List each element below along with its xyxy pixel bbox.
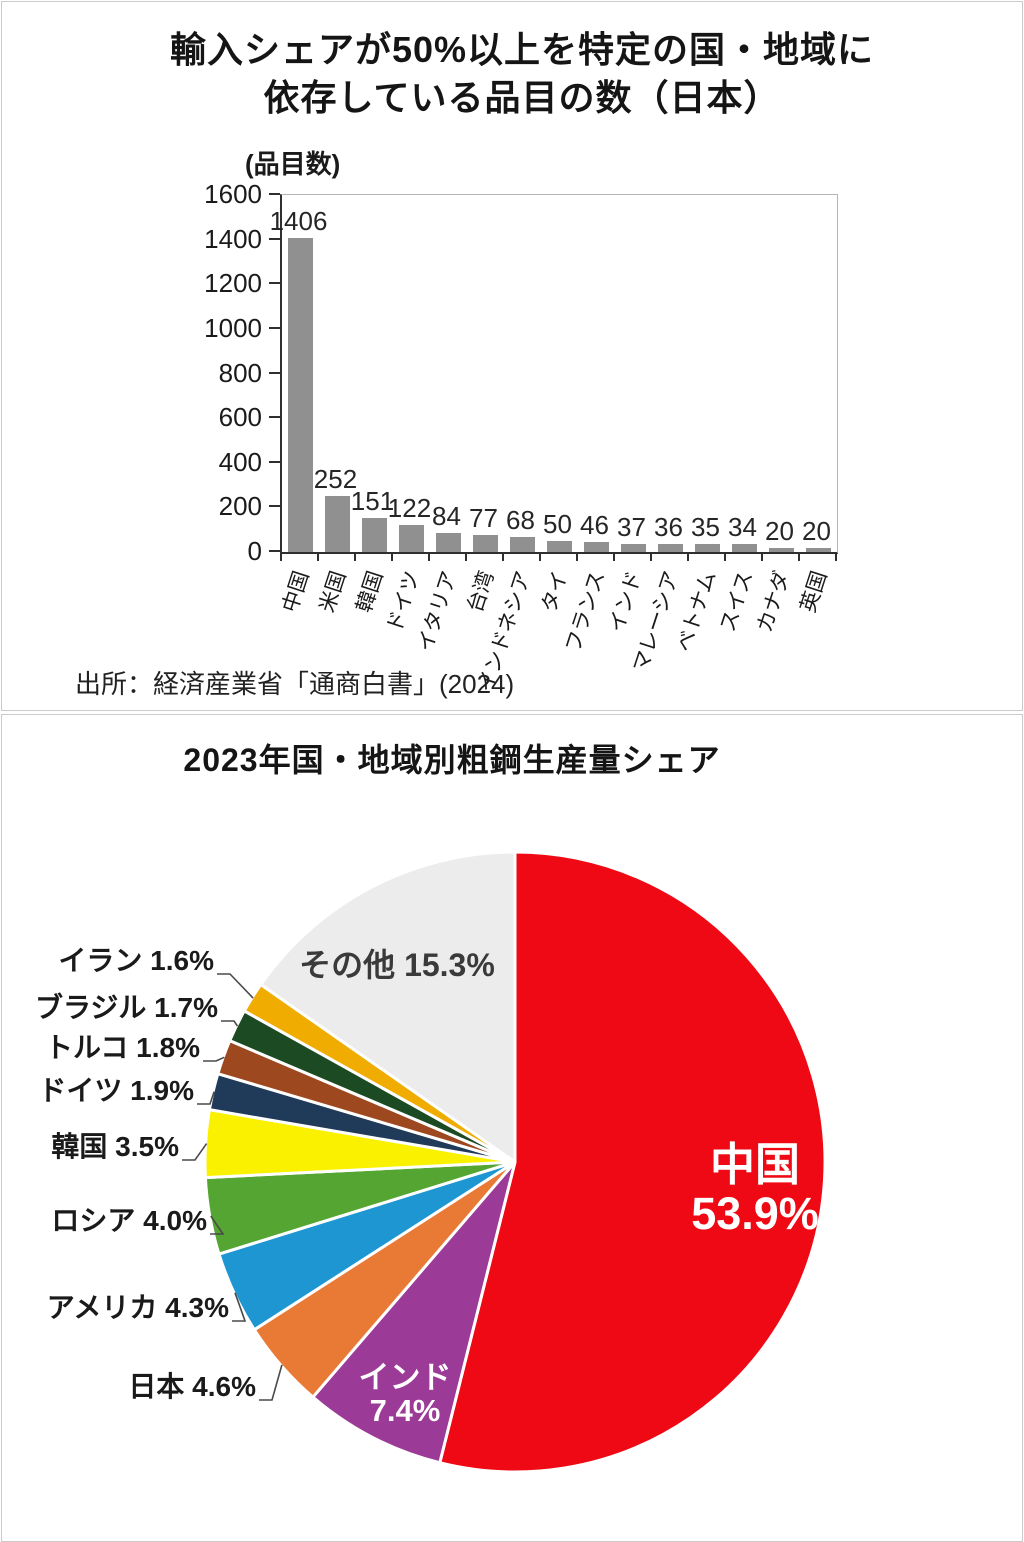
y-axis-tick bbox=[269, 326, 280, 329]
x-axis-tick bbox=[613, 553, 615, 561]
pie-label-ロシア: ロシア 4.0% bbox=[51, 1205, 207, 1236]
bar-タイ bbox=[547, 540, 572, 552]
x-axis-tick bbox=[502, 553, 504, 561]
y-axis-tick bbox=[269, 282, 280, 285]
pie-label-中国-percent: 53.9% bbox=[691, 1187, 819, 1239]
pie-slice-インド bbox=[311, 1160, 517, 1465]
x-axis-tick bbox=[391, 553, 393, 561]
pie-label-その他: その他 15.3% bbox=[299, 946, 495, 983]
x-axis-tick bbox=[835, 553, 837, 561]
leader-line-アメリカ bbox=[232, 1292, 247, 1322]
bar-米国 bbox=[325, 495, 350, 552]
pie-label-インド-percent: 7.4% bbox=[369, 1393, 441, 1429]
y-axis-tick-label: 1200 bbox=[204, 268, 262, 299]
y-axis-tick-label: 1000 bbox=[204, 312, 262, 343]
bar-chart-plot-area bbox=[280, 194, 838, 554]
bar-スイス bbox=[732, 544, 757, 552]
leader-line-トルコ bbox=[203, 1056, 225, 1062]
pie-label-日本: 日本 4.6% bbox=[128, 1371, 256, 1402]
y-axis-tick-label: 600 bbox=[218, 402, 262, 433]
y-axis-tick bbox=[269, 193, 280, 195]
x-axis-tick bbox=[650, 553, 652, 561]
bar-英国 bbox=[806, 547, 831, 552]
x-axis-tick bbox=[687, 553, 689, 561]
x-axis-tick bbox=[317, 553, 319, 561]
leader-line-ロシア bbox=[210, 1215, 225, 1235]
bar-chart-title-line1: 輸入シェアが50%以上を特定の国・地域に bbox=[169, 29, 875, 70]
bar-イタリア bbox=[436, 533, 461, 552]
bar-中国 bbox=[288, 238, 313, 552]
leader-line-日本 bbox=[259, 1364, 283, 1401]
x-axis-tick bbox=[354, 553, 356, 561]
x-axis-tick bbox=[576, 553, 578, 561]
y-axis-tick-label: 200 bbox=[218, 491, 262, 522]
pie-label-中国: 中国 bbox=[709, 1138, 800, 1190]
bar-chart-title: 輸入シェアが50%以上を特定の国・地域に 依存している品目の数（日本） bbox=[22, 26, 1022, 122]
x-axis-tick bbox=[724, 553, 726, 561]
y-axis-tick bbox=[269, 505, 280, 508]
bar-韓国 bbox=[362, 518, 387, 552]
x-axis-tick bbox=[465, 553, 467, 561]
pie-label-ドイツ: ドイツ 1.9% bbox=[38, 1075, 194, 1106]
y-axis-tick bbox=[269, 416, 280, 419]
x-axis-tick bbox=[798, 553, 800, 561]
y-axis-unit-label: (品目数) bbox=[245, 149, 341, 179]
x-axis-tick bbox=[761, 553, 763, 561]
leader-line-イラン bbox=[217, 973, 254, 999]
bar-インドネシア bbox=[510, 536, 535, 552]
y-axis-tick bbox=[269, 550, 280, 552]
bar-カナダ bbox=[769, 547, 794, 552]
y-axis-tick-label: 800 bbox=[218, 357, 262, 388]
pie-label-ブラジル: ブラジル 1.7% bbox=[34, 992, 218, 1023]
leader-line-ドイツ bbox=[197, 1091, 215, 1105]
bar-chart-title-line2: 依存している品目の数（日本） bbox=[263, 77, 781, 118]
y-axis-tick-label: 0 bbox=[247, 536, 262, 566]
pie-label-アメリカ: アメリカ 4.3% bbox=[46, 1292, 229, 1323]
bar-インド bbox=[621, 543, 646, 552]
x-axis-tick bbox=[280, 553, 282, 561]
pie-chart-canvas bbox=[182, 850, 827, 1474]
pie-label-トルコ: トルコ 1.8% bbox=[44, 1032, 200, 1063]
bar-ドイツ bbox=[399, 524, 424, 552]
pie-label-インド: インド bbox=[358, 1359, 452, 1395]
bar-chart-card: 輸入シェアが50%以上を特定の国・地域に 依存している品目の数（日本） (品目数… bbox=[1, 1, 1023, 711]
x-axis-tick bbox=[539, 553, 541, 561]
y-axis-tick-label: 1600 bbox=[204, 179, 262, 209]
source-note: 出所：経済産業省「通商白書」(2024) bbox=[75, 669, 515, 699]
pie-slice-中国 bbox=[438, 850, 827, 1474]
bar-ベトナム bbox=[695, 544, 720, 552]
y-axis-tick bbox=[269, 371, 280, 374]
pie-slice-その他 bbox=[259, 850, 517, 1164]
leader-line-ブラジル bbox=[221, 1020, 239, 1027]
leader-line-韓国 bbox=[182, 1143, 208, 1161]
pie-chart-title: 2023年国・地域別粗鋼生産量シェア bbox=[183, 742, 721, 778]
y-axis-tick bbox=[269, 237, 280, 240]
y-axis-tick-label: 1400 bbox=[204, 223, 262, 254]
x-axis-tick bbox=[428, 553, 430, 561]
bar-台湾 bbox=[473, 534, 498, 552]
pie-chart-card: 2023年国・地域別粗鋼生産量シェア 中国 53.9% インド 7.4% 日本 4.6%… bbox=[1, 714, 1023, 1542]
y-axis-tick-label: 400 bbox=[218, 446, 262, 477]
y-axis-tick bbox=[269, 460, 280, 463]
bar-フランス bbox=[584, 541, 609, 552]
pie-label-韓国: 韓国 3.5% bbox=[51, 1131, 179, 1162]
bar-マレーシア bbox=[658, 543, 683, 552]
pie-label-イラン: イラン 1.6% bbox=[58, 945, 214, 976]
pie-chart-labels: 中国 53.9% インド 7.4% 日本 4.6% アメリカ 4.3% ロシア 4.0% 韓国… bbox=[2, 715, 1022, 1541]
